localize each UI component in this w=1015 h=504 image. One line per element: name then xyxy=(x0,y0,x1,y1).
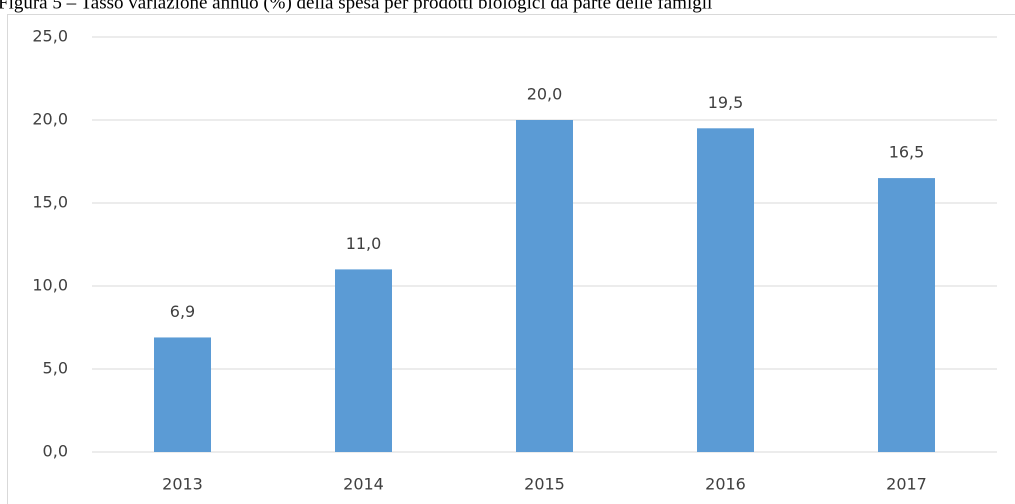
y-tick-label: 0,0 xyxy=(43,442,68,461)
bar xyxy=(516,120,573,452)
y-tick-label: 5,0 xyxy=(43,359,68,378)
bar xyxy=(154,337,211,452)
x-tick-label: 2017 xyxy=(886,475,927,494)
bar xyxy=(697,128,754,453)
y-tick-label: 15,0 xyxy=(32,193,68,212)
chart-frame xyxy=(7,14,1015,504)
data-label: 16,5 xyxy=(889,143,925,162)
data-label: 6,9 xyxy=(170,302,195,321)
x-tick-label: 2013 xyxy=(162,475,203,494)
y-tick-label: 10,0 xyxy=(32,276,68,295)
x-tick-label: 2016 xyxy=(705,475,746,494)
y-tick-label: 25,0 xyxy=(32,27,68,46)
x-tick-label: 2015 xyxy=(524,475,565,494)
data-label: 20,0 xyxy=(527,85,563,104)
chart-title: Figura 5 – Tasso variazione annuo (%) de… xyxy=(0,0,712,13)
data-label: 19,5 xyxy=(708,93,744,112)
data-label: 11,0 xyxy=(346,234,382,253)
y-tick-label: 20,0 xyxy=(32,110,68,129)
x-tick-label: 2014 xyxy=(343,475,384,494)
bar xyxy=(878,178,935,452)
bar xyxy=(335,269,392,452)
